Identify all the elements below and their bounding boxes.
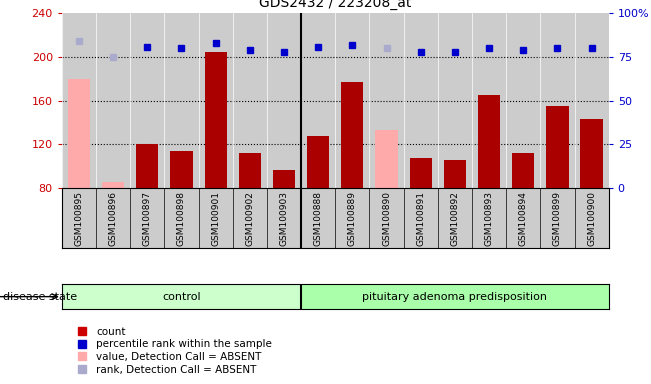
Text: GSM100902: GSM100902 [245, 191, 255, 246]
Bar [581, 119, 603, 188]
Text: GSM100890: GSM100890 [382, 191, 391, 246]
Text: GSM100895: GSM100895 [74, 191, 83, 246]
Text: GSM100894: GSM100894 [519, 191, 528, 246]
Bar [444, 160, 466, 188]
Text: GSM100892: GSM100892 [450, 191, 460, 246]
Bar [171, 151, 193, 188]
Text: GSM100889: GSM100889 [348, 191, 357, 246]
Text: GSM100896: GSM100896 [109, 191, 118, 246]
Text: disease state: disease state [3, 291, 77, 302]
Bar [102, 182, 124, 188]
Text: GSM100898: GSM100898 [177, 191, 186, 246]
Bar [239, 153, 261, 188]
Text: GSM100899: GSM100899 [553, 191, 562, 246]
Bar [546, 106, 568, 188]
Bar [376, 130, 398, 188]
Bar [478, 95, 500, 188]
Text: GSM100903: GSM100903 [279, 191, 288, 246]
Bar [62, 284, 301, 309]
Bar [273, 170, 295, 188]
Text: GSM100901: GSM100901 [211, 191, 220, 246]
Bar [512, 153, 534, 188]
Text: GSM100893: GSM100893 [484, 191, 493, 246]
Text: GSM100900: GSM100900 [587, 191, 596, 246]
Text: GSM100891: GSM100891 [416, 191, 425, 246]
Bar [136, 144, 158, 188]
Text: GSM100897: GSM100897 [143, 191, 152, 246]
Bar [409, 157, 432, 188]
Text: pituitary adenoma predisposition: pituitary adenoma predisposition [363, 291, 547, 302]
Legend: count, percentile rank within the sample, value, Detection Call = ABSENT, rank, : count, percentile rank within the sample… [67, 323, 276, 379]
Bar [341, 82, 363, 188]
Bar [68, 79, 90, 188]
Bar [307, 136, 329, 188]
Text: control: control [162, 291, 201, 302]
Text: GSM100888: GSM100888 [314, 191, 323, 246]
Title: GDS2432 / 223208_at: GDS2432 / 223208_at [259, 0, 411, 10]
Bar [204, 52, 227, 188]
